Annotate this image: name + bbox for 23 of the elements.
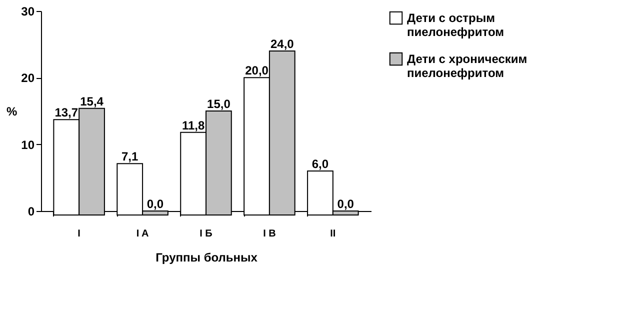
y-tick-label: 10 (21, 138, 35, 152)
y-axis-title: % (6, 104, 18, 118)
y-tick-label: 30 (21, 4, 35, 18)
x-tick-label: I В (263, 228, 276, 240)
x-tick-label: I A (136, 228, 149, 240)
data-label: 24,0 (270, 37, 294, 51)
data-label: 6,0 (312, 157, 329, 171)
data-label: 11,8 (182, 118, 205, 132)
data-label: 15,0 (207, 97, 231, 111)
legend-label: Дети с хроническим пиелонефритом (407, 52, 528, 80)
legend-label: Дети с острым пиелонефритом (407, 11, 504, 39)
data-label: 0,0 (337, 197, 354, 211)
x-tick-label: I Б (200, 228, 212, 240)
data-label: 20,0 (245, 64, 269, 78)
x-tick-label: I (78, 228, 81, 240)
data-label: 13,7 (54, 106, 78, 120)
x-axis-title: Группы больных (156, 250, 258, 264)
data-label: 0,0 (146, 197, 164, 211)
data-label: 7,1 (122, 150, 139, 164)
x-tick-label: II (330, 228, 336, 240)
y-tick-label: 20 (21, 71, 35, 86)
data-label: 15,4 (80, 94, 104, 108)
y-tick-label: 0 (28, 204, 35, 218)
